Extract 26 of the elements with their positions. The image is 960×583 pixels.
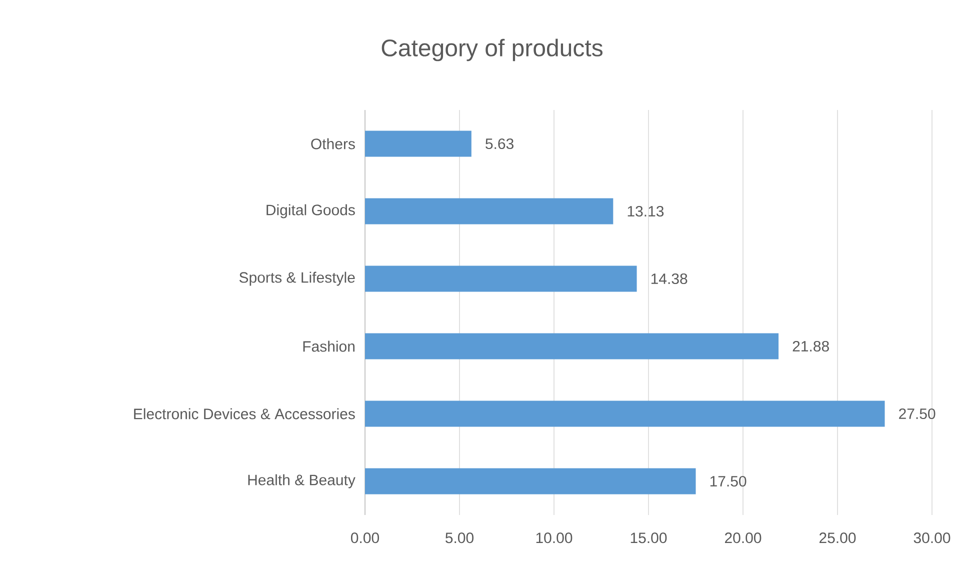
data-label: 13.13 (628, 206, 664, 217)
data-label: 27.50 (899, 408, 936, 420)
bar (365, 400, 885, 427)
data-label: 17.50 (710, 476, 746, 487)
y-tick-label: Digital Goods (266, 204, 355, 218)
x-tick-label: 0.00 (350, 532, 380, 544)
y-tick-label: Fashion (303, 340, 354, 352)
bar (365, 198, 614, 224)
data-label: 21.88 (792, 340, 829, 352)
data-label: 5.63 (486, 138, 514, 150)
x-tick-label: 10.00 (536, 532, 572, 544)
x-tick-label: 25.00 (819, 532, 856, 544)
y-tick-label: Health & Beauty (248, 474, 356, 488)
data-label: 14.38 (651, 273, 688, 284)
x-tick-label: 15.00 (630, 532, 667, 544)
y-tick-label: Sports & Lifestyle (239, 272, 355, 286)
bar (365, 130, 472, 157)
bar (365, 266, 637, 292)
bar (365, 468, 696, 494)
chart-title: Category of products (382, 38, 602, 62)
y-tick-label: Electronic Devices & Accessories (134, 408, 355, 420)
x-tick-label: 20.00 (724, 532, 762, 544)
y-tick-label: Others (311, 138, 355, 150)
x-tick-label: 5.00 (446, 532, 474, 544)
x-tick-label: 30.00 (914, 532, 950, 544)
bar (365, 333, 779, 360)
